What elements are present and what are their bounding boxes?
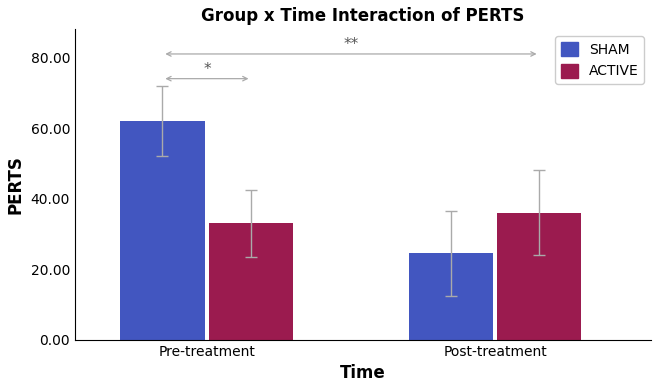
Bar [209, 223, 293, 340]
Bar [409, 253, 493, 340]
Text: **: ** [343, 37, 359, 52]
Legend: SHAM, ACTIVE: SHAM, ACTIVE [555, 36, 644, 84]
Bar [497, 213, 582, 340]
X-axis label: Time: Time [340, 364, 386, 382]
Y-axis label: PERTS: PERTS [7, 155, 25, 214]
Text: *: * [203, 62, 211, 77]
Bar [120, 121, 205, 340]
Title: Group x Time Interaction of PERTS: Group x Time Interaction of PERTS [201, 7, 524, 25]
